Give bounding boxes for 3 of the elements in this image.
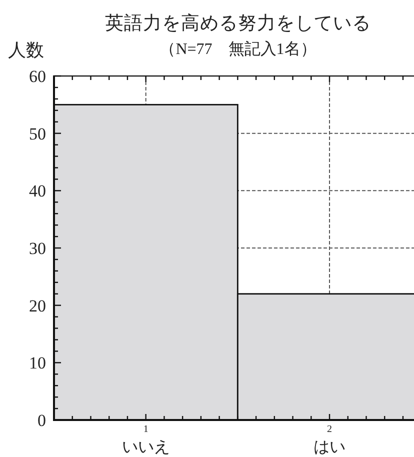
ylabel: 人数 [8, 40, 44, 60]
subtitle: （N=77 無記入1名） [160, 41, 316, 58]
title: 英語力を高める努力をしている [105, 14, 371, 34]
